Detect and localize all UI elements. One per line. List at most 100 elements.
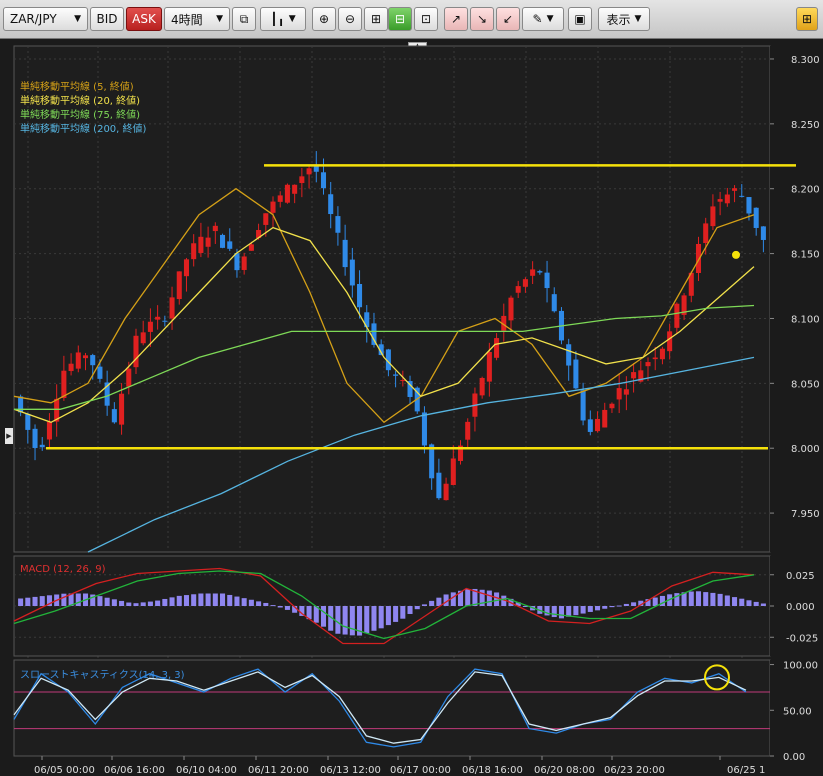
macd-histogram-bar: [140, 602, 146, 606]
candle-body: [176, 271, 182, 300]
macd-histogram-bar: [227, 594, 233, 606]
stoch-tick-label: 0.00: [783, 752, 805, 763]
macd-histogram-bar: [46, 595, 52, 606]
macd-histogram-bar: [335, 606, 341, 634]
macd-histogram-bar: [169, 597, 175, 606]
chart-type-select[interactable]: ┃╻ ▼: [260, 7, 306, 31]
link-icon: ⧉: [239, 12, 249, 26]
candle-body: [39, 444, 45, 448]
macd-histogram-bar: [443, 594, 449, 606]
candle-body: [710, 206, 716, 227]
candle-body: [436, 472, 442, 499]
candle-body: [320, 172, 327, 189]
zoom-in-button[interactable]: ⊕: [312, 7, 336, 31]
candle-body: [443, 483, 449, 501]
candle-body: [335, 216, 341, 233]
candle-body: [486, 351, 492, 382]
macd-histogram-bar: [371, 606, 377, 631]
crosshair-button[interactable]: ⊞: [364, 7, 388, 31]
macd-histogram-bar: [90, 594, 96, 606]
candle-body: [241, 256, 247, 270]
macd-histogram-bar: [753, 601, 759, 606]
ask-button[interactable]: ASK: [126, 7, 162, 31]
symbol-select[interactable]: ZAR/JPY ▼: [3, 7, 88, 31]
macd-histogram-bar: [544, 606, 550, 616]
macd-histogram-bar: [595, 606, 601, 611]
bid-button[interactable]: BID: [90, 7, 124, 31]
macd-histogram-bar: [494, 592, 500, 606]
macd-histogram-bar: [119, 600, 125, 606]
candle-body: [746, 197, 752, 214]
macd-histogram-bar: [551, 606, 557, 618]
candle-body: [631, 372, 637, 379]
candle-body: [573, 359, 579, 389]
macd-histogram-bar: [183, 595, 189, 606]
stoch-line-1: [13, 671, 747, 744]
collapse-toolbar-button[interactable]: ▲: [408, 42, 427, 51]
candle-body: [393, 374, 399, 376]
scroll-end-button[interactable]: ⊡: [414, 7, 438, 31]
zoom-out-button[interactable]: ⊖: [338, 7, 362, 31]
macd-histogram-bar: [501, 595, 507, 606]
ask-label: ASK: [132, 12, 156, 26]
candle-body: [292, 184, 298, 194]
candle-body: [25, 413, 31, 430]
candle-body: [364, 312, 370, 328]
timeframe-select[interactable]: 4時間 ▼: [164, 7, 230, 31]
macd-histogram-bar: [61, 593, 67, 606]
settings-button[interactable]: ⊞: [796, 7, 818, 31]
copy-chart-button[interactable]: ⧉: [232, 7, 256, 31]
candle-body: [32, 428, 38, 448]
macd-histogram-bar: [414, 606, 420, 610]
edit-indicator-button[interactable]: ↘: [470, 7, 494, 31]
candle-body: [256, 230, 262, 239]
macd-histogram-bar: [724, 595, 730, 606]
scroll-end-icon: ⊡: [420, 12, 432, 26]
candle-body: [306, 168, 312, 175]
remove-indicator-button[interactable]: ↙: [496, 7, 520, 31]
candle-body: [652, 357, 658, 360]
macd-histogram-bar: [450, 592, 456, 606]
price-axis-bg: [770, 660, 823, 756]
ma-line-2: [14, 304, 755, 410]
time-tick-label: 06/20 08:00: [534, 765, 595, 776]
macd-histogram-bar: [717, 593, 723, 606]
macd-histogram-bar: [263, 602, 269, 606]
macd-histogram-bar: [573, 606, 579, 616]
macd-histogram-bar: [739, 598, 745, 606]
candle-body: [111, 409, 117, 423]
fit-width-button[interactable]: ⊟: [388, 7, 412, 31]
macd-histogram-bar: [18, 598, 24, 606]
candle-body: [270, 201, 276, 213]
draw-tool-select[interactable]: ✎ ▼: [522, 7, 564, 31]
candle-body: [155, 316, 161, 320]
candle-body: [82, 355, 89, 359]
chevron-down-icon: ▼: [546, 14, 554, 24]
macd-histogram-bar: [212, 593, 218, 606]
macd-histogram-bar: [126, 602, 132, 606]
macd-histogram-bar: [162, 598, 168, 606]
candle-body: [732, 188, 738, 191]
candle-body: [126, 368, 132, 387]
candle-body: [54, 398, 60, 422]
candle-body: [147, 321, 153, 332]
macd-histogram-bar: [220, 593, 226, 606]
candle-body: [544, 272, 550, 289]
macd-histogram-bar: [342, 606, 348, 635]
bid-label: BID: [96, 12, 118, 26]
macd-histogram-bar: [659, 595, 665, 606]
candle-body: [18, 396, 24, 413]
macd-histogram-bar: [465, 589, 471, 606]
display-menu[interactable]: 表示 ▼: [598, 7, 650, 31]
price-tick-label: 8.300: [791, 55, 820, 66]
macd-histogram-bar: [407, 606, 413, 614]
macd-histogram-bar: [393, 606, 399, 622]
macd-line-0: [13, 567, 755, 645]
candle-body: [537, 271, 543, 273]
screenshot-button[interactable]: ▣: [568, 7, 592, 31]
candle-body: [119, 393, 125, 425]
macd-histogram-bar: [429, 600, 435, 606]
add-indicator-button[interactable]: ↗: [444, 7, 468, 31]
candle-body: [760, 226, 766, 240]
side-panel-handle[interactable]: ▶: [5, 428, 13, 444]
